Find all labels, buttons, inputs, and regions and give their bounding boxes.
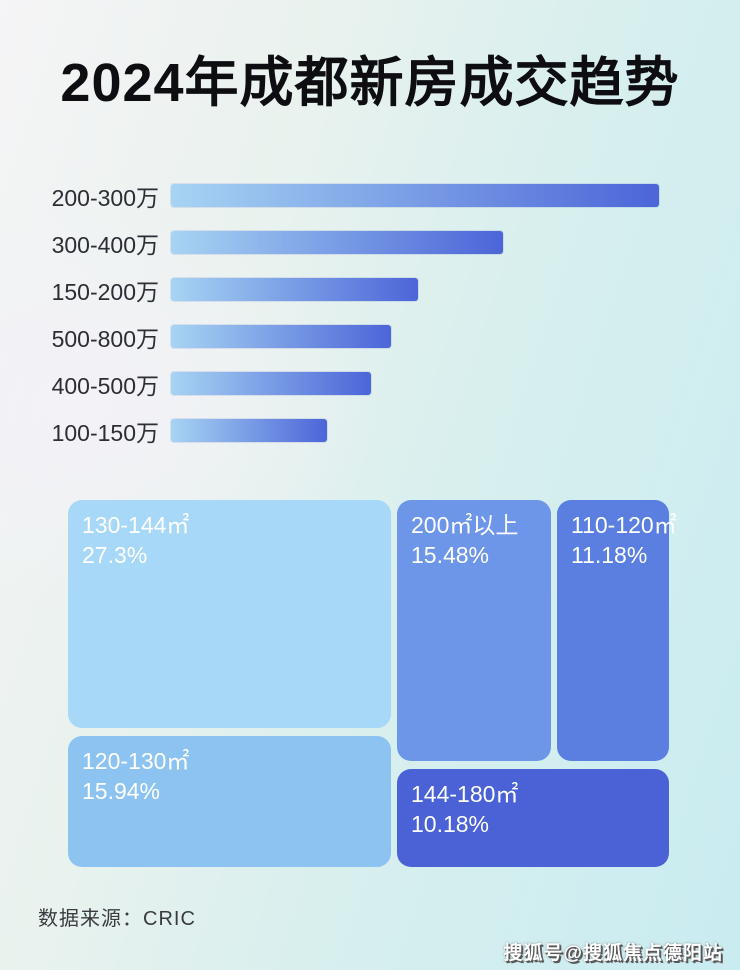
bar-track — [171, 419, 700, 442]
treemap-tile: 200㎡以上 15.48% — [397, 500, 551, 761]
bar-row: 100-150万 — [40, 407, 700, 454]
bar-row: 150-200万 — [40, 266, 700, 313]
bar-fill — [171, 231, 503, 254]
bar-category-label: 500-800万 — [51, 325, 159, 352]
tile-percentage-value: 11.18% — [571, 542, 648, 568]
watermark-text: 搜狐号@搜狐焦点德阳站 — [503, 943, 723, 964]
price-range-bar-chart: 200-300万 300-400万 150-200万 500-800万 400-500万… — [40, 172, 700, 456]
bar-track — [171, 372, 700, 395]
bar-track — [171, 184, 700, 207]
bar-row: 200-300万 — [40, 172, 700, 219]
tile-percentage-value: 15.48% — [411, 542, 490, 568]
treemap-tile: 144-180㎡ 10.18% — [397, 769, 669, 867]
bar-fill — [171, 184, 659, 207]
bar-track — [171, 325, 700, 348]
bar-fill — [171, 419, 327, 442]
bar-category-label: 100-150万 — [51, 419, 159, 446]
bar-track — [171, 231, 700, 254]
tile-percentage-value: 15.94% — [82, 778, 161, 804]
bar-row: 300-400万 — [40, 219, 700, 266]
bar-category-label: 300-400万 — [51, 231, 159, 258]
bar-track — [171, 278, 700, 301]
treemap-tile: 120-130㎡ 15.94% — [68, 736, 391, 867]
tile-percentage-value: 27.3% — [82, 542, 148, 568]
bar-category-label: 400-500万 — [51, 372, 159, 399]
bar-category-label: 150-200万 — [51, 278, 159, 305]
bar-fill — [171, 372, 371, 395]
bar-fill — [171, 325, 391, 348]
tile-percentage-value: 10.18% — [411, 811, 490, 837]
bar-fill — [171, 278, 418, 301]
tile-area-range-label: 120-130㎡ — [82, 748, 190, 774]
bar-row: 400-500万 — [40, 360, 700, 407]
data-source-note: 数据来源：CRIC — [38, 908, 196, 930]
tile-area-range-label: 130-144㎡ — [82, 512, 190, 538]
page-title: 2024年成都新房成交趋势 — [60, 53, 680, 113]
tile-area-range-label: 110-120㎡ — [571, 512, 677, 538]
tile-area-range-label: 144-180㎡ — [411, 781, 519, 807]
bar-category-label: 200-300万 — [51, 184, 159, 211]
treemap-tile: 110-120㎡ 11.18% — [557, 500, 677, 761]
treemap-tile: 130-144㎡ 27.3% — [68, 500, 391, 728]
area-range-treemap: 130-144㎡ 27.3% 120-130㎡ 15.94% 200㎡以上 15.48% 1… — [65, 497, 677, 870]
bar-row: 500-800万 — [40, 313, 700, 360]
tile-area-range-label: 200㎡以上 — [411, 512, 519, 538]
